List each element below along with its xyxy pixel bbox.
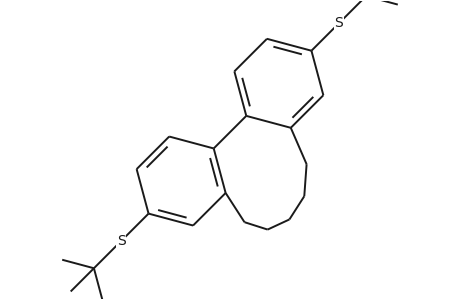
Text: S: S xyxy=(334,16,342,30)
Text: S: S xyxy=(117,234,125,248)
